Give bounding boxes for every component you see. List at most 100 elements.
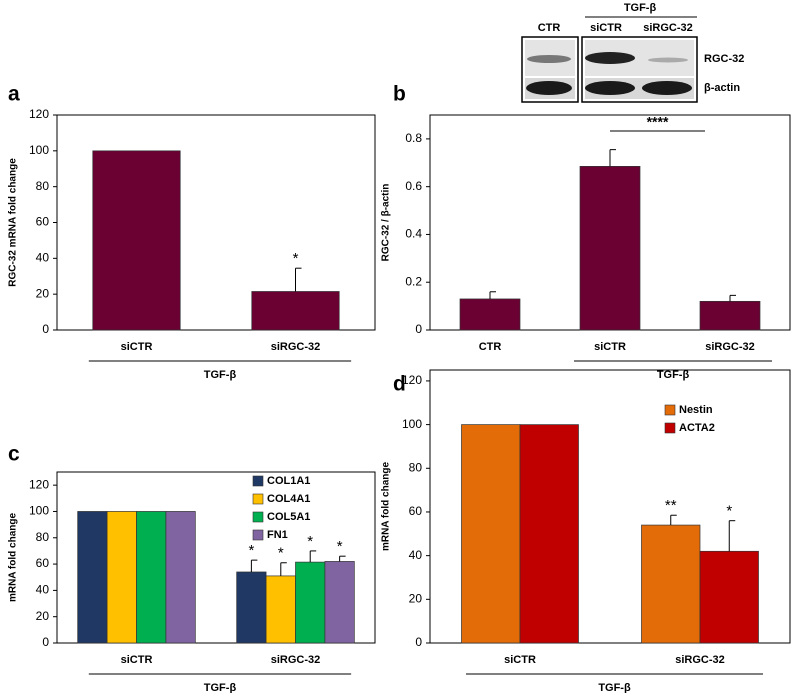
bar [295, 561, 326, 644]
legend-swatch [252, 511, 264, 523]
y-tick-label: 0.6 [405, 179, 422, 193]
plot-frame [429, 369, 791, 644]
significance-label: * [278, 545, 284, 562]
bar [641, 524, 701, 644]
bar [519, 424, 579, 644]
lane-label: siRGC-32 [643, 22, 693, 34]
legend-swatch [664, 404, 676, 416]
y-tick-label: 0.2 [405, 274, 422, 288]
significance-label: * [293, 250, 299, 267]
y-tick-label: 120 [402, 373, 422, 387]
y-tick-label: 20 [409, 591, 423, 605]
panel-label: a [8, 83, 20, 106]
bar [459, 298, 521, 331]
significance-label: ** [665, 497, 677, 514]
legend-swatch [252, 475, 264, 487]
group-label: TGF-β [657, 369, 690, 381]
x-category-label: siCTR [121, 341, 153, 353]
legend-swatch [252, 529, 264, 541]
row-label: RGC-32 [704, 53, 744, 65]
y-tick-label: 100 [29, 504, 49, 518]
group-label: TGF-β [598, 682, 631, 693]
y-tick-label: 20 [36, 286, 50, 300]
band [648, 57, 688, 63]
bar [106, 511, 137, 644]
y-axis-title: RGC-32 / β-actin [381, 184, 392, 262]
bar [579, 166, 641, 331]
y-axis-title: mRNA fold change [8, 513, 19, 603]
bar [699, 300, 761, 331]
significance-label: * [307, 533, 313, 550]
legend-label: COL4A1 [267, 493, 310, 505]
band [585, 52, 635, 64]
panel-label: c [8, 443, 20, 466]
x-category-label: siRGC-32 [271, 341, 321, 353]
significance-label: * [726, 503, 732, 520]
band [527, 55, 571, 63]
legend-label: COL1A1 [267, 475, 310, 487]
y-tick-label: 0 [42, 635, 49, 649]
lane-label: CTR [538, 22, 561, 34]
y-tick-label: 0.8 [405, 131, 422, 145]
y-axis-title: mRNA fold change [381, 462, 392, 552]
x-category-label: siCTR [504, 654, 536, 666]
plot-frame [56, 471, 376, 644]
y-tick-label: 60 [409, 504, 423, 518]
y-tick-label: 60 [36, 215, 50, 229]
band [526, 81, 572, 95]
bar [77, 511, 108, 644]
y-tick-label: 40 [36, 583, 50, 597]
y-tick-label: 120 [29, 107, 49, 121]
x-category-label: siRGC-32 [271, 654, 321, 666]
panel-label: b [393, 83, 406, 106]
comparison-label: **** [647, 114, 669, 130]
legend-label: COL5A1 [267, 511, 310, 523]
band [585, 81, 635, 95]
x-category-label: siRGC-32 [675, 654, 725, 666]
y-tick-label: 120 [29, 477, 49, 491]
x-category-label: CTR [479, 341, 502, 353]
bar [324, 561, 355, 644]
legend-label: ACTA2 [679, 422, 715, 434]
bar [92, 150, 181, 331]
blot-header: TGF-β [624, 2, 657, 14]
bar [699, 550, 759, 644]
y-tick-label: 40 [409, 548, 423, 562]
bar [136, 511, 167, 644]
y-tick-label: 60 [36, 556, 50, 570]
panel-label: d [393, 373, 406, 396]
x-category-label: siCTR [121, 654, 153, 666]
y-tick-label: 80 [36, 530, 50, 544]
bar [236, 571, 267, 644]
y-axis-title: RGC-32 mRNA fold change [8, 158, 19, 287]
legend-swatch [664, 422, 676, 434]
lane-label: siCTR [590, 22, 622, 34]
y-tick-label: 0.4 [405, 227, 422, 241]
significance-label: * [337, 538, 343, 555]
y-tick-label: 0 [42, 322, 49, 336]
y-tick-label: 20 [36, 609, 50, 623]
y-tick-label: 80 [36, 179, 50, 193]
y-tick-label: 0 [415, 322, 422, 336]
group-label: TGF-β [204, 682, 237, 693]
x-category-label: siRGC-32 [705, 341, 755, 353]
y-tick-label: 80 [409, 460, 423, 474]
legend-swatch [252, 493, 264, 505]
y-tick-label: 40 [36, 251, 50, 265]
bar [461, 424, 521, 644]
y-tick-label: 100 [402, 417, 422, 431]
group-label: TGF-β [204, 369, 237, 381]
x-category-label: siCTR [594, 341, 626, 353]
band [642, 81, 692, 95]
western-blot: TGF-β CTR siCTR siRGC-32 RGC-32 β-actin [521, 2, 744, 103]
bar [251, 291, 340, 331]
legend-label: FN1 [267, 529, 288, 541]
row-label: β-actin [704, 82, 740, 94]
bar [165, 511, 196, 644]
significance-label: * [248, 542, 254, 559]
y-tick-label: 100 [29, 143, 49, 157]
legend-label: Nestin [679, 404, 713, 416]
y-tick-label: 0 [415, 635, 422, 649]
bar [265, 575, 296, 644]
